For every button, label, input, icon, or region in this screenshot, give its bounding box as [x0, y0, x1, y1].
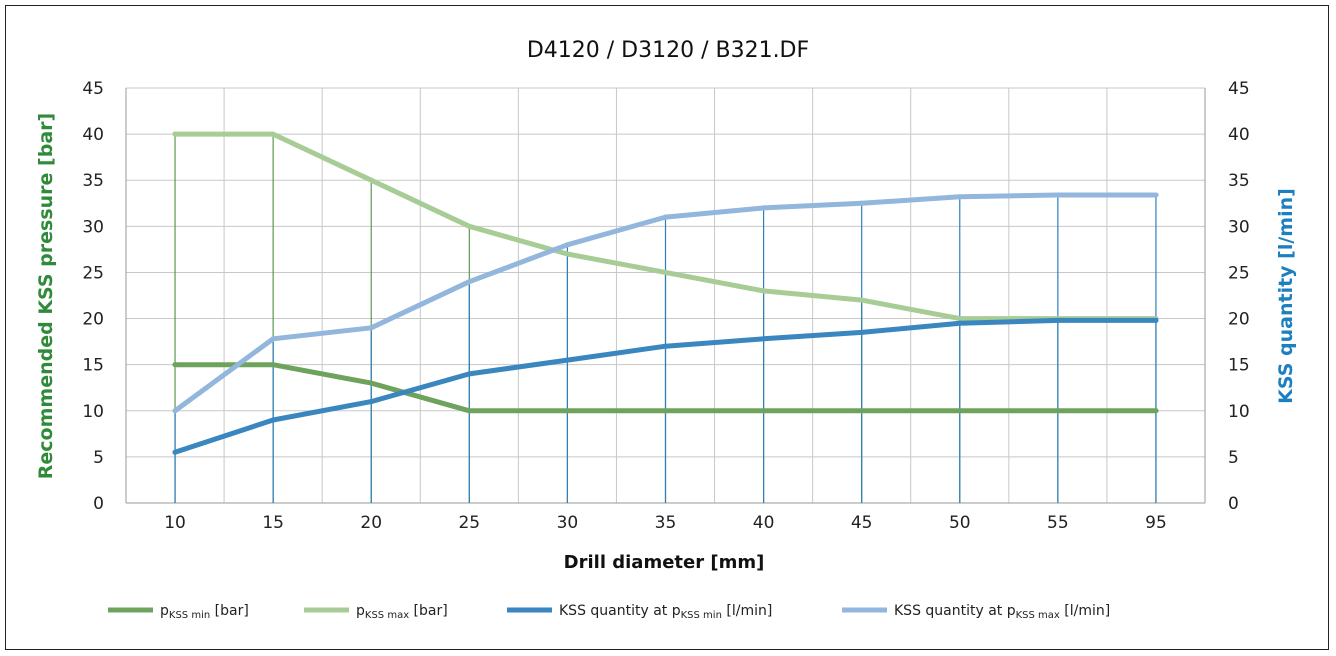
y-tick-label-right: 0	[1228, 494, 1239, 514]
y-tick-label-left: 40	[82, 125, 104, 145]
data-point-qmin	[270, 417, 276, 423]
data-point-pmax	[368, 177, 374, 183]
data-point-qmax	[1055, 192, 1061, 198]
data-point-qmin	[663, 343, 668, 349]
y-tick-label-left: 15	[82, 356, 104, 376]
x-tick-label: 50	[949, 513, 971, 533]
data-point-qmin	[761, 336, 767, 342]
y-tick-label-left: 25	[82, 263, 104, 283]
y-tick-label-left: 20	[82, 310, 104, 330]
data-point-pmin	[368, 380, 374, 386]
y-tick-label-right: 10	[1228, 402, 1250, 422]
legend-label-qmin: KSS quantity at pKSS min [l/min]	[559, 603, 772, 621]
y-tick-label-right: 25	[1228, 263, 1250, 283]
x-tick-label: 35	[655, 513, 677, 533]
y-tick-label-left: 35	[82, 171, 104, 191]
data-point-qmin	[466, 371, 472, 377]
legend-label-qmax: KSS quantity at pKSS max [l/min]	[894, 603, 1110, 621]
y-tick-label-right: 35	[1228, 171, 1250, 191]
data-point-qmax	[172, 408, 178, 414]
data-point-pmin	[957, 408, 963, 414]
series-lines	[172, 131, 1159, 455]
data-point-qmax	[663, 214, 668, 220]
data-point-qmin	[957, 320, 963, 326]
data-point-pmax	[761, 288, 767, 294]
data-point-pmax	[172, 131, 178, 137]
data-point-pmax	[859, 297, 865, 303]
data-point-pmin	[761, 408, 767, 414]
y-tick-label-left: 5	[93, 448, 104, 468]
x-tick-label: 15	[262, 513, 284, 533]
y-tick-label-left: 10	[82, 402, 104, 422]
x-tick-label: 20	[360, 513, 382, 533]
x-tick-label: 10	[164, 513, 186, 533]
data-point-qmin	[1055, 317, 1061, 323]
y-tick-label-right: 40	[1228, 125, 1250, 145]
data-point-qmax	[957, 194, 963, 200]
data-point-pmax	[270, 131, 276, 137]
data-point-qmax	[564, 242, 570, 248]
data-point-qmax	[761, 205, 767, 211]
data-point-pmax	[564, 251, 570, 257]
data-point-qmax	[270, 336, 276, 342]
data-point-qmin	[564, 357, 570, 363]
data-point-pmin	[663, 408, 668, 414]
data-point-qmax	[859, 200, 865, 206]
chart-frame	[5, 5, 1329, 650]
y-tick-label-right: 45	[1228, 79, 1250, 99]
data-point-pmax	[466, 223, 472, 229]
x-axis-label: Drill diameter [mm]	[564, 552, 765, 573]
data-point-pmin	[1153, 408, 1159, 414]
data-point-qmax	[466, 279, 472, 285]
legend-label-pmin: pKSS min [bar]	[160, 603, 249, 621]
y-tick-label-right: 15	[1228, 356, 1250, 376]
data-point-pmin	[859, 408, 865, 414]
legend: pKSS min [bar] pKSS max [bar] KSS quantity…	[108, 603, 1110, 621]
data-point-qmin	[172, 449, 178, 455]
y-tick-label-right: 20	[1228, 310, 1250, 330]
data-point-qmin	[368, 399, 374, 405]
x-tick-label: 45	[851, 513, 873, 533]
y-axis-label-left: Recommended KSS pressure [bar]	[35, 113, 57, 479]
data-point-qmax	[368, 325, 374, 331]
x-tick-label: 40	[753, 513, 775, 533]
x-tick-label: 30	[557, 513, 579, 533]
data-point-pmin	[1055, 408, 1061, 414]
y-tick-label-right: 30	[1228, 217, 1250, 237]
data-point-qmin	[859, 329, 865, 335]
data-point-pmin	[564, 408, 570, 414]
x-tick-label: 95	[1145, 513, 1167, 533]
x-tick-label: 25	[458, 513, 480, 533]
data-point-pmin	[172, 362, 178, 368]
data-point-qmin	[1153, 317, 1159, 323]
data-point-qmax	[1153, 192, 1159, 198]
chart-title: D4120 / D3120 / B321.DF	[527, 38, 809, 63]
data-point-pmax	[663, 269, 668, 275]
y-tick-label-left: 45	[82, 79, 104, 99]
x-tick-label: 55	[1047, 513, 1069, 533]
y-tick-label-left: 0	[93, 494, 104, 514]
data-point-pmin	[466, 408, 472, 414]
y-tick-label-right: 5	[1228, 448, 1239, 468]
y-axis-label-right: KSS quantity [l/min]	[1275, 188, 1297, 404]
legend-label-pmax: pKSS max [bar]	[356, 603, 448, 621]
data-point-pmin	[270, 362, 276, 368]
data-point-pmax	[957, 316, 963, 322]
y-tick-label-left: 30	[82, 217, 104, 237]
